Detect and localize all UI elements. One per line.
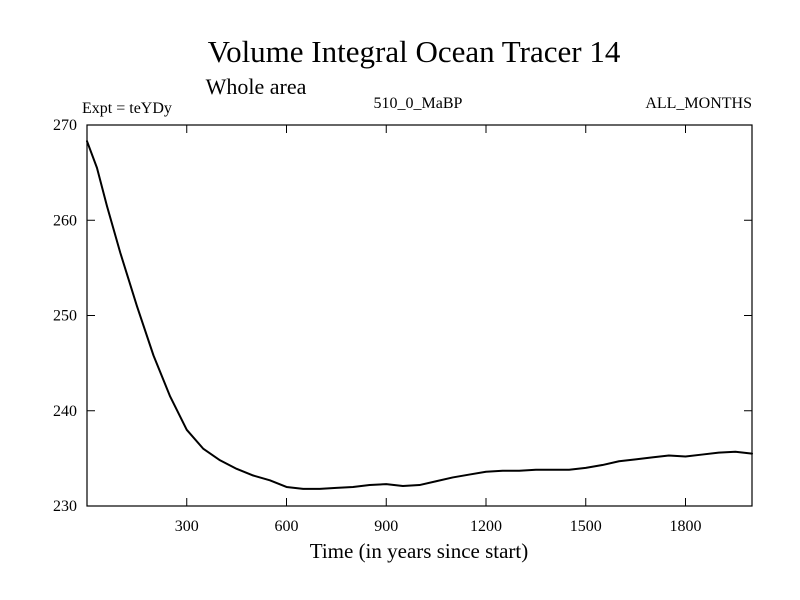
- chart-title: Volume Integral Ocean Tracer 14: [208, 34, 621, 69]
- y-tick-label: 230: [53, 498, 77, 515]
- chart-subtitle: Whole area: [206, 74, 307, 99]
- series-layer: [86, 140, 753, 490]
- x-tick-label: 600: [275, 518, 299, 535]
- x-tick-label: 1500: [570, 518, 602, 535]
- x-tick-label: 300: [175, 518, 199, 535]
- y-tick-label: 260: [53, 212, 77, 229]
- model-annotation: 510_0_MaBP: [374, 95, 463, 112]
- axis-ticks: [87, 125, 752, 506]
- x-tick-label: 1800: [670, 518, 702, 535]
- y-tick-label: 240: [53, 403, 77, 420]
- x-axis-label: Time (in years since start): [310, 539, 529, 563]
- x-tick-label: 1200: [470, 518, 502, 535]
- months-annotation: ALL_MONTHS: [645, 95, 752, 112]
- x-tick-label: 900: [374, 518, 398, 535]
- y-tick-label: 250: [53, 308, 77, 325]
- experiment-annotation: Expt = teYDy: [82, 100, 172, 117]
- plot-frame: [86, 124, 753, 507]
- tick-labels: 300 600 900 1200 1500 1800 230 240 250 260 270: [53, 117, 702, 535]
- y-tick-label: 270: [53, 117, 77, 134]
- series-line: [86, 140, 753, 490]
